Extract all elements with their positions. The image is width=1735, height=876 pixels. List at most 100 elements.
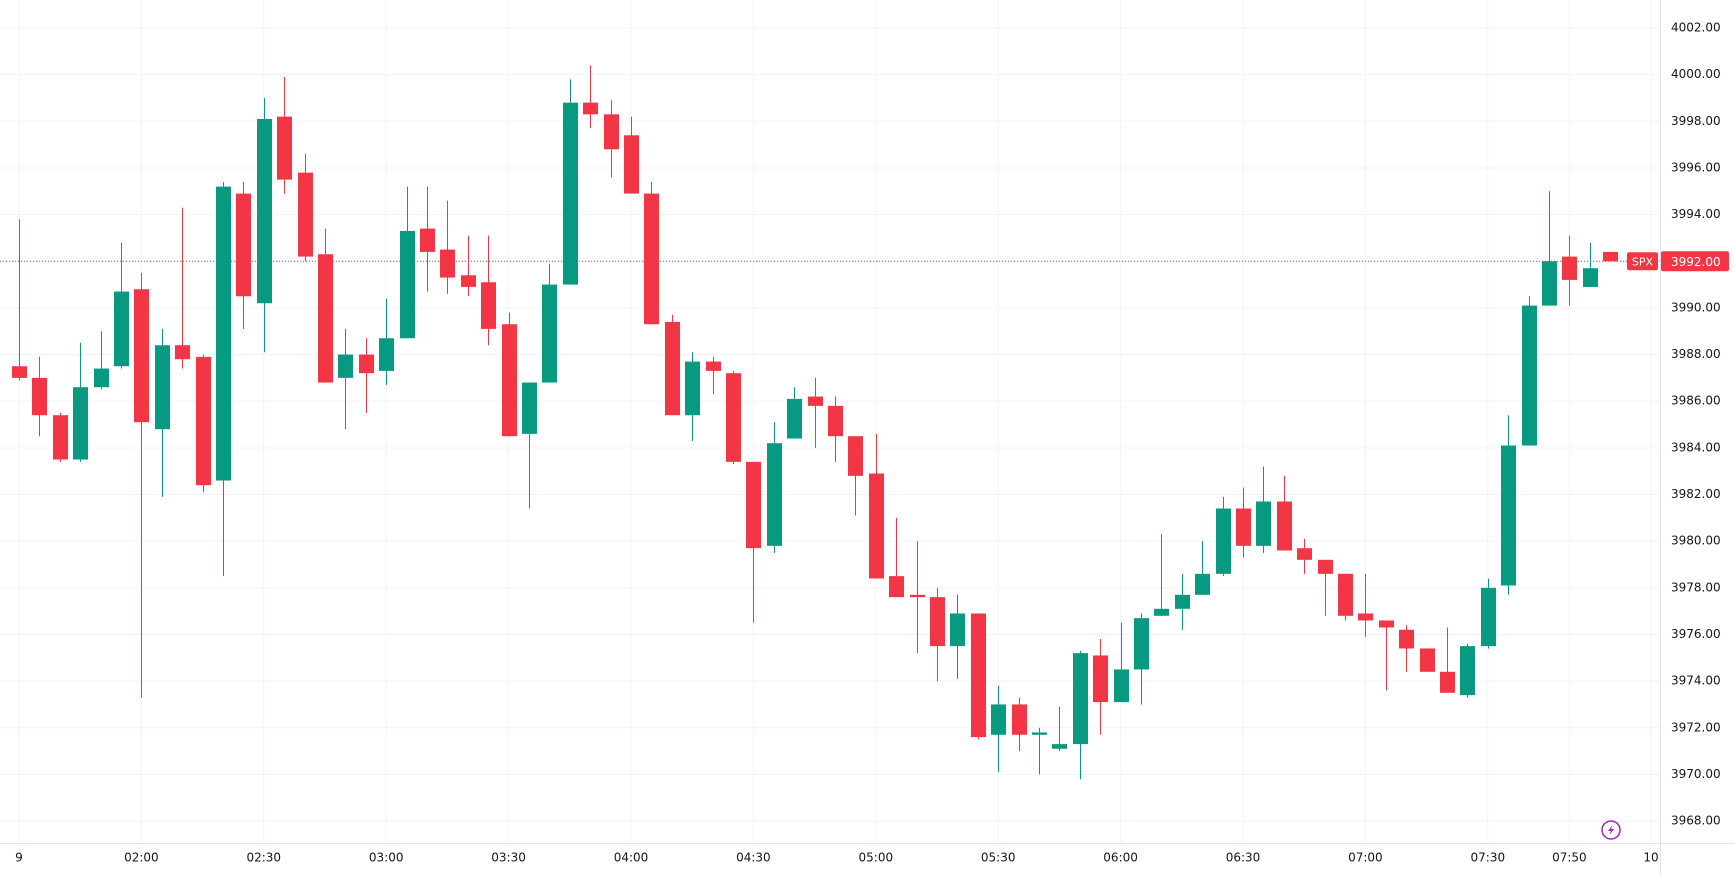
candle-body bbox=[808, 396, 823, 406]
x-tick-label: 06:00 bbox=[1103, 851, 1138, 865]
candle-body bbox=[114, 291, 129, 367]
candle-body bbox=[338, 354, 353, 378]
candle-body bbox=[1114, 669, 1129, 703]
candle-body bbox=[1460, 646, 1475, 696]
candle-body bbox=[134, 289, 149, 423]
y-tick-label: 3990.00 bbox=[1671, 300, 1721, 314]
candle-body bbox=[1073, 653, 1088, 745]
y-tick-label: 3998.00 bbox=[1671, 114, 1721, 128]
y-tick-label: 3994.00 bbox=[1671, 207, 1721, 221]
candle-body bbox=[1420, 648, 1435, 672]
candle-body bbox=[1052, 744, 1067, 749]
candle-body bbox=[1318, 559, 1333, 574]
x-tick-label: 07:00 bbox=[1348, 851, 1383, 865]
x-tick-label: 04:00 bbox=[614, 851, 649, 865]
price-tag-label: 3992.00 bbox=[1671, 255, 1721, 269]
x-tick-label: 07:50 bbox=[1552, 851, 1587, 865]
x-tick-label: 07:30 bbox=[1471, 851, 1506, 865]
x-tick-label: 03:00 bbox=[369, 851, 404, 865]
y-tick-label: 3986.00 bbox=[1671, 394, 1721, 408]
candle-body bbox=[196, 356, 211, 486]
y-tick-label: 3974.00 bbox=[1671, 674, 1721, 688]
candle-body bbox=[318, 254, 333, 383]
candle-body bbox=[1522, 305, 1537, 446]
candle-body bbox=[1175, 594, 1190, 609]
candle-body bbox=[950, 613, 965, 647]
candle-body bbox=[644, 193, 659, 325]
candle-body bbox=[257, 118, 272, 304]
candle-body bbox=[869, 473, 884, 579]
y-tick-label: 3996.00 bbox=[1671, 160, 1721, 174]
candle-body bbox=[746, 461, 761, 549]
price-tag-box bbox=[1661, 251, 1729, 272]
candle-body bbox=[991, 704, 1006, 735]
x-tick-label: 03:30 bbox=[491, 851, 526, 865]
y-tick-label: 3982.00 bbox=[1671, 487, 1721, 501]
candle-body bbox=[1379, 620, 1394, 628]
candle-body bbox=[1297, 548, 1312, 560]
candle-body bbox=[1093, 655, 1108, 703]
y-tick-label: 3984.00 bbox=[1671, 440, 1721, 454]
candle-body bbox=[1399, 629, 1414, 649]
x-tick-label: 9 bbox=[15, 851, 23, 865]
y-tick-label: 3968.00 bbox=[1671, 814, 1721, 828]
candle-body bbox=[1542, 261, 1557, 306]
candle-body bbox=[440, 249, 455, 278]
y-tick-label: 3980.00 bbox=[1671, 534, 1721, 548]
candle-body bbox=[828, 405, 843, 437]
candle-body bbox=[400, 230, 415, 339]
candle-body bbox=[1236, 508, 1251, 546]
candle-body bbox=[706, 361, 721, 371]
x-tick-label: 04:30 bbox=[736, 851, 771, 865]
candle-body bbox=[604, 114, 619, 150]
candle-body bbox=[726, 373, 741, 462]
candle-body bbox=[1012, 704, 1027, 735]
candle-body bbox=[502, 324, 517, 437]
lightning-icon[interactable] bbox=[1601, 820, 1621, 840]
candle-body bbox=[665, 321, 680, 416]
candle-body bbox=[1338, 573, 1353, 616]
y-tick-label: 4000.00 bbox=[1671, 67, 1721, 81]
x-tick-label: 02:00 bbox=[124, 851, 159, 865]
candle-body bbox=[461, 275, 476, 287]
candle-body bbox=[767, 443, 782, 546]
x-tick-label: 10 bbox=[1643, 851, 1658, 865]
candle-body bbox=[94, 368, 109, 388]
candle-body bbox=[1440, 671, 1455, 693]
candle-body bbox=[1256, 501, 1271, 546]
candle-body bbox=[1032, 732, 1047, 735]
y-tick-label: 3976.00 bbox=[1671, 627, 1721, 641]
x-tick-label: 05:00 bbox=[859, 851, 894, 865]
candle-body bbox=[175, 345, 190, 360]
candle-body bbox=[1562, 256, 1577, 280]
candle-body bbox=[420, 228, 435, 252]
y-tick-label: 3972.00 bbox=[1671, 720, 1721, 734]
candle-body bbox=[910, 594, 925, 598]
price-tag-symbol-box bbox=[1627, 252, 1658, 271]
candle-body bbox=[889, 576, 904, 598]
candle-body bbox=[1358, 613, 1373, 621]
candle-body bbox=[1583, 268, 1598, 287]
candle-body bbox=[1603, 251, 1618, 262]
candle-body bbox=[53, 415, 68, 460]
candle-body bbox=[359, 354, 374, 374]
x-tick-label: 02:30 bbox=[246, 851, 281, 865]
candle-body bbox=[930, 597, 945, 647]
candle-body bbox=[1154, 608, 1169, 616]
y-tick-label: 3988.00 bbox=[1671, 347, 1721, 361]
candle-body bbox=[1501, 445, 1516, 586]
candle-body bbox=[685, 361, 700, 416]
candle-body bbox=[277, 116, 292, 180]
candle-body bbox=[848, 436, 863, 476]
candle-body bbox=[624, 135, 639, 194]
candle-body bbox=[236, 193, 251, 297]
candle-body bbox=[1216, 508, 1231, 574]
candle-body bbox=[73, 387, 88, 460]
candle-body bbox=[298, 172, 313, 257]
candle-body bbox=[481, 282, 496, 329]
candle-body bbox=[155, 345, 170, 430]
x-tick-label: 06:30 bbox=[1226, 851, 1261, 865]
y-tick-label: 3970.00 bbox=[1671, 767, 1721, 781]
candle-body bbox=[1134, 618, 1149, 670]
